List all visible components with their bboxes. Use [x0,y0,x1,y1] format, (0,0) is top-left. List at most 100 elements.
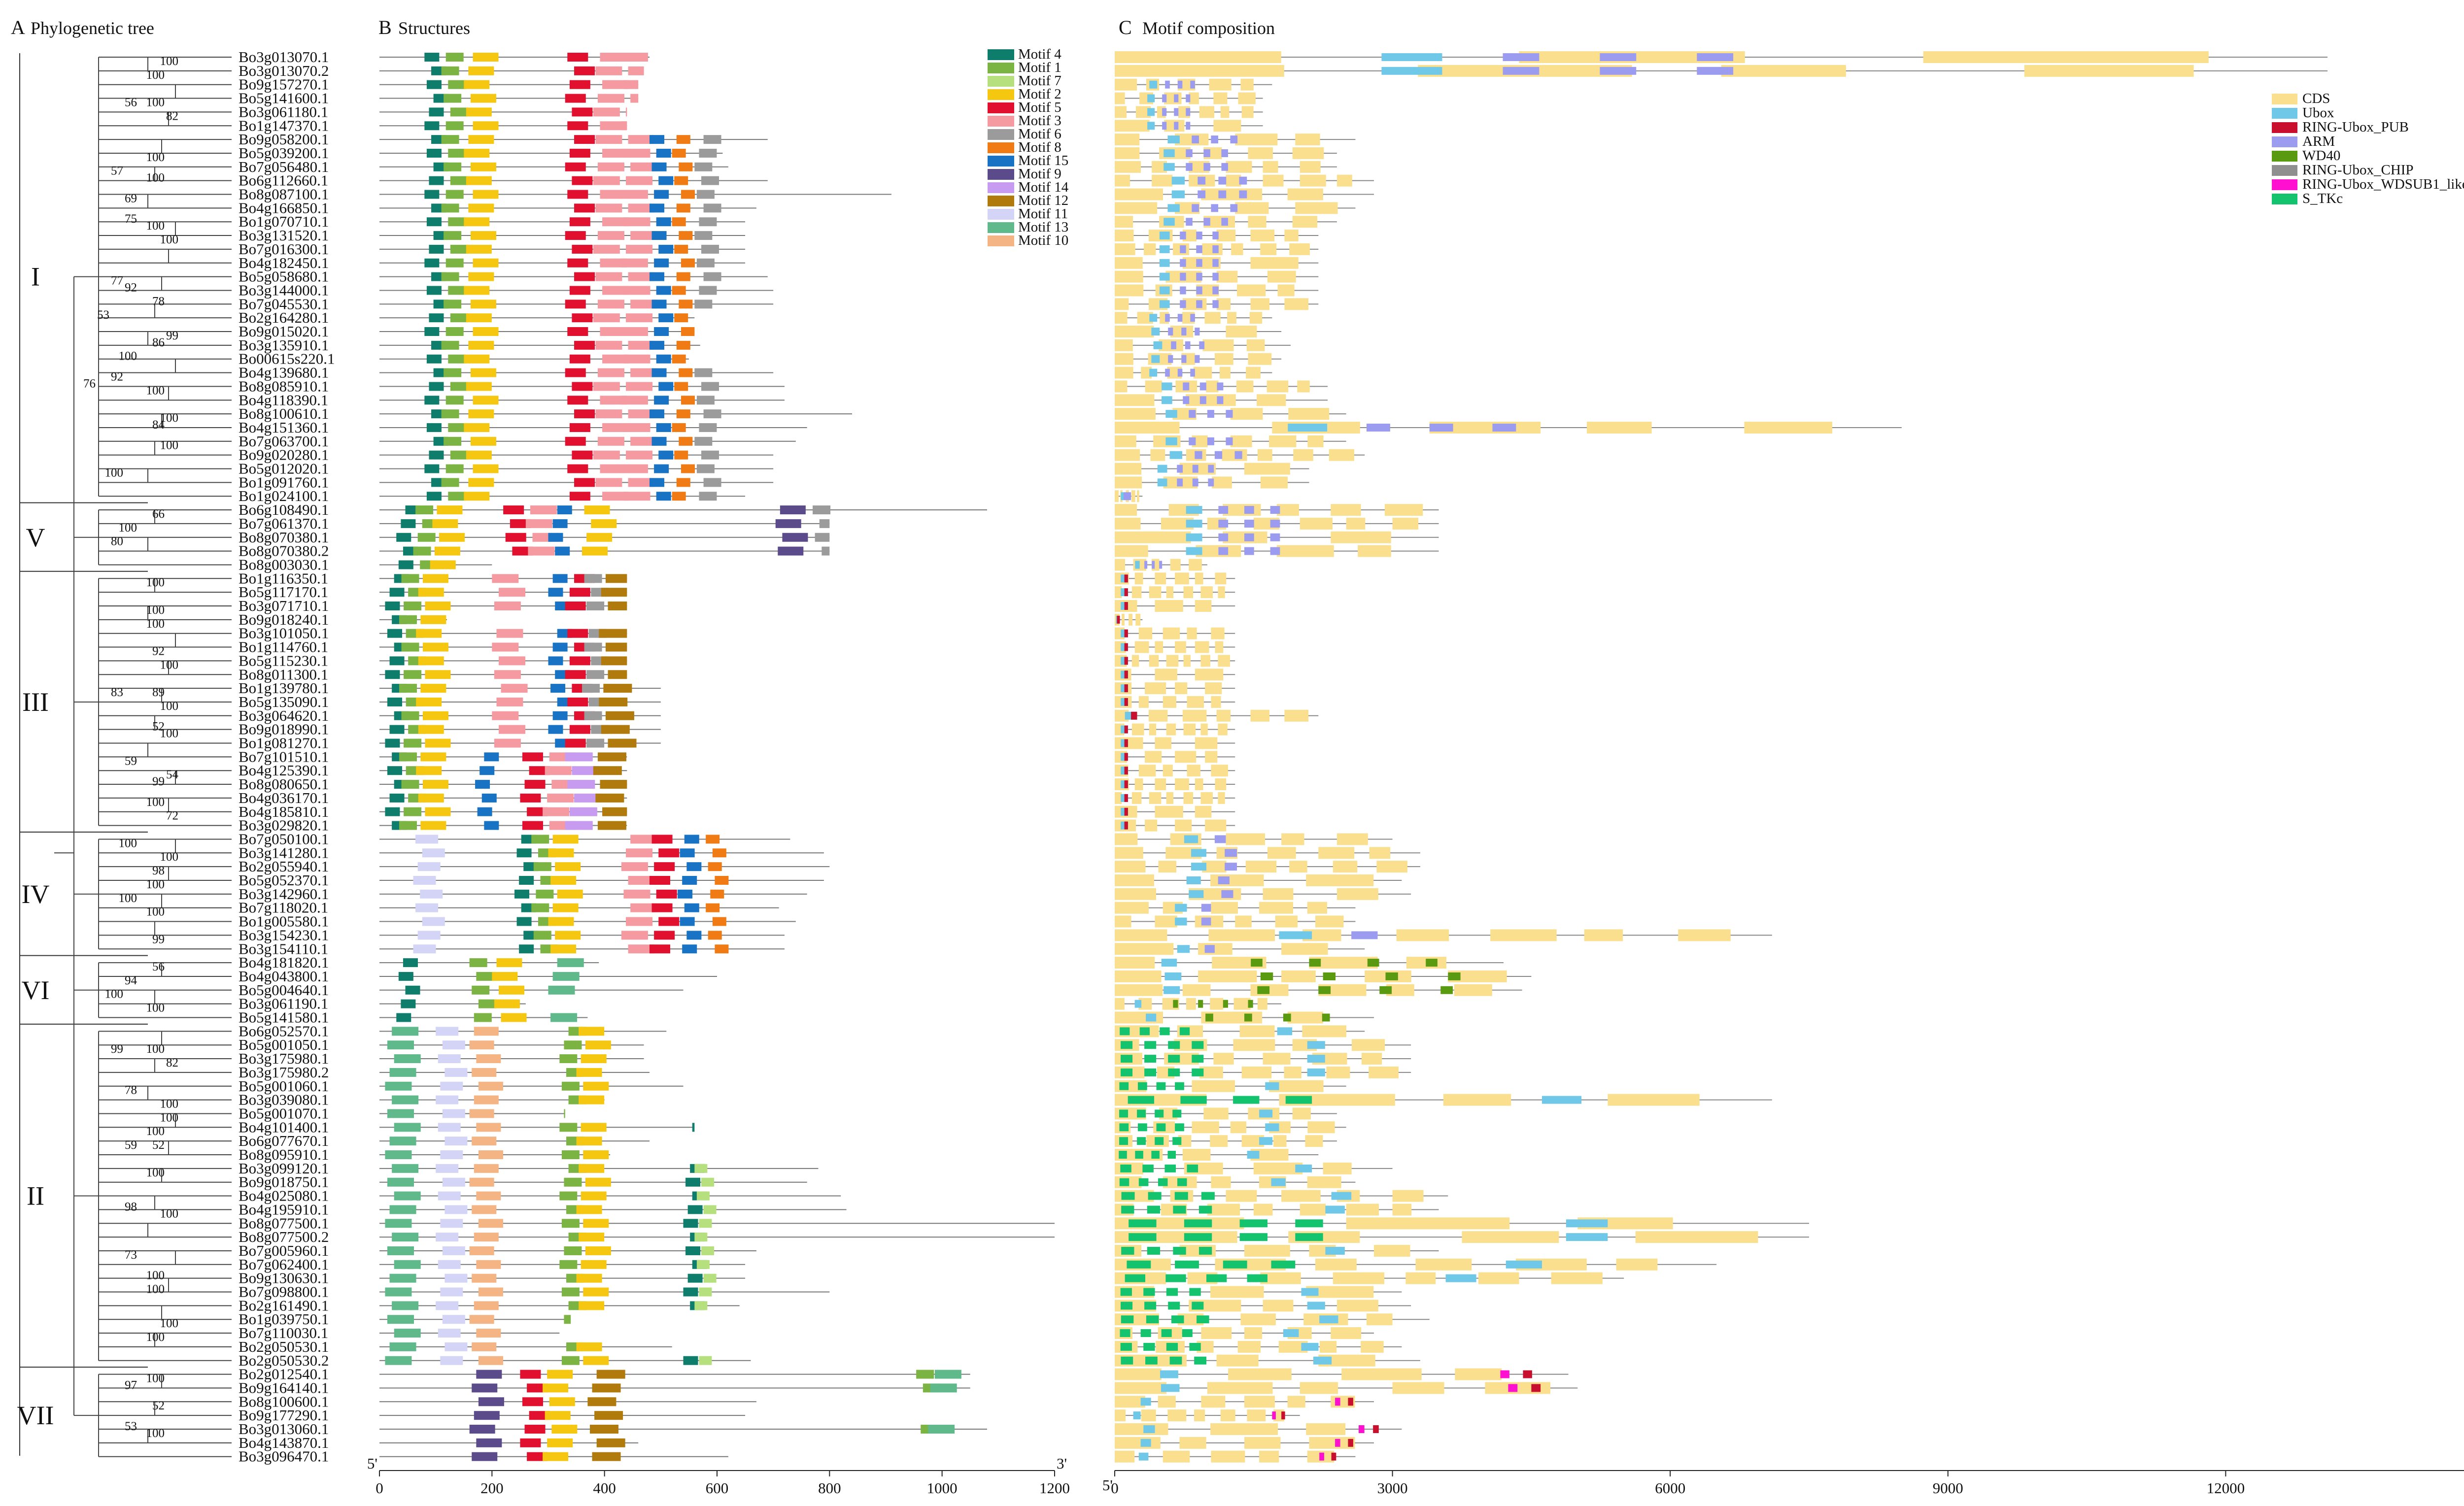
motif-box [597,368,624,377]
motif-box [468,340,494,350]
motif-box [469,1425,495,1434]
motif-box [567,780,595,789]
motif-box [466,244,492,254]
bootstrap-value: 100 [160,55,179,68]
panel-letter-c: C [1119,16,1132,38]
motif-box [416,629,442,638]
motif-box [597,300,624,309]
motif-box [712,917,726,926]
motif-box [403,958,418,968]
cds-block [1295,202,1338,214]
motif-box [567,121,588,131]
cds-block [1201,188,1263,201]
motif-box [681,258,695,268]
domain-mark [1165,1274,1186,1282]
domain-mark [1121,1302,1133,1310]
domain-mark [1143,1288,1155,1296]
domain-mark [1359,1425,1365,1433]
cds-block [1200,792,1213,804]
cds-block [1326,1066,1350,1078]
domain-mark [1119,1151,1127,1159]
motif-box [398,560,413,569]
motif-box [464,217,490,227]
motif-box [417,931,441,940]
motif-box [656,354,671,364]
motif-box [474,1233,499,1242]
bootstrap-value: 97 [125,1378,137,1392]
motif-box [559,1054,578,1064]
motif-box [565,368,586,377]
motif-box [694,231,713,240]
cds-block [1115,833,1138,845]
domain-mark [1162,108,1167,116]
cds-block [1250,230,1275,242]
cds-block [1263,1300,1294,1312]
domain-mark [1184,1233,1212,1241]
motif-box [597,94,624,103]
motif-box [569,354,590,364]
motif-box [694,162,713,171]
clade-label-VII: VII [17,1401,54,1430]
motif-box [424,258,440,268]
domain-mark [1156,1082,1166,1090]
motif-box [574,66,595,75]
cds-block [1263,174,1284,187]
cds-block [1266,380,1289,393]
gene-label: Bo5g001060.1 [239,1077,329,1095]
motif-box [499,656,526,666]
motif-box [413,876,436,885]
domain-mark [1157,465,1167,473]
gene-label: Bo9g058200.1 [239,131,329,148]
motif-box [699,1219,712,1228]
motif-box [389,1068,416,1077]
bootstrap-value: 100 [146,171,165,185]
motif-box [552,519,568,528]
cds-block [1131,655,1139,667]
domain-mark [1156,1123,1166,1132]
domain-mark [1121,1315,1134,1324]
domain-legend-label: RING-Ubox_CHIP [2302,162,2414,178]
cds-block [1148,709,1168,722]
cds-block [1141,1409,1156,1422]
domain-mark [1121,492,1124,501]
motif-box [601,725,630,734]
domain-mark [1124,684,1128,693]
motif-box [555,862,581,871]
cds-block [1163,696,1176,708]
cds-block [1149,586,1162,599]
gene-axis-tick-label: 12000 [2207,1479,2245,1497]
motif-box [385,670,400,679]
motif-box [630,300,657,309]
gene-label: Bo1g139780.1 [239,679,329,697]
motif-box [505,533,526,542]
motif-box [696,1191,710,1201]
domain-mark [1177,314,1183,322]
cds-block [1216,270,1238,283]
domain-mark [1251,959,1263,967]
cds-block [1260,243,1277,255]
motif-box [579,1233,605,1242]
domain-mark [1331,1452,1336,1461]
motif-box [468,272,494,281]
gene-label: Bo3g013060.1 [239,1420,329,1438]
domain-mark [1175,904,1187,912]
domain-mark [1192,1055,1204,1063]
domain-mark [1319,1315,1338,1324]
motif-box [420,752,446,762]
motif-box [672,423,686,432]
gene-label: Bo1g081270.1 [239,735,329,752]
motif-box [547,1370,573,1379]
domain-mark [1121,1246,1134,1255]
domain-mark [1120,1164,1131,1172]
motif-box [672,492,686,501]
cds-block [1273,1135,1287,1147]
motif-box [464,492,490,501]
motif-box [928,1425,955,1434]
motif-box [442,1040,465,1050]
cds-block [1195,737,1218,749]
motif-box [699,1287,712,1297]
motif-box [600,53,627,62]
motif-box [565,602,586,610]
cds-block [1248,147,1273,159]
motif-box [692,1123,695,1132]
